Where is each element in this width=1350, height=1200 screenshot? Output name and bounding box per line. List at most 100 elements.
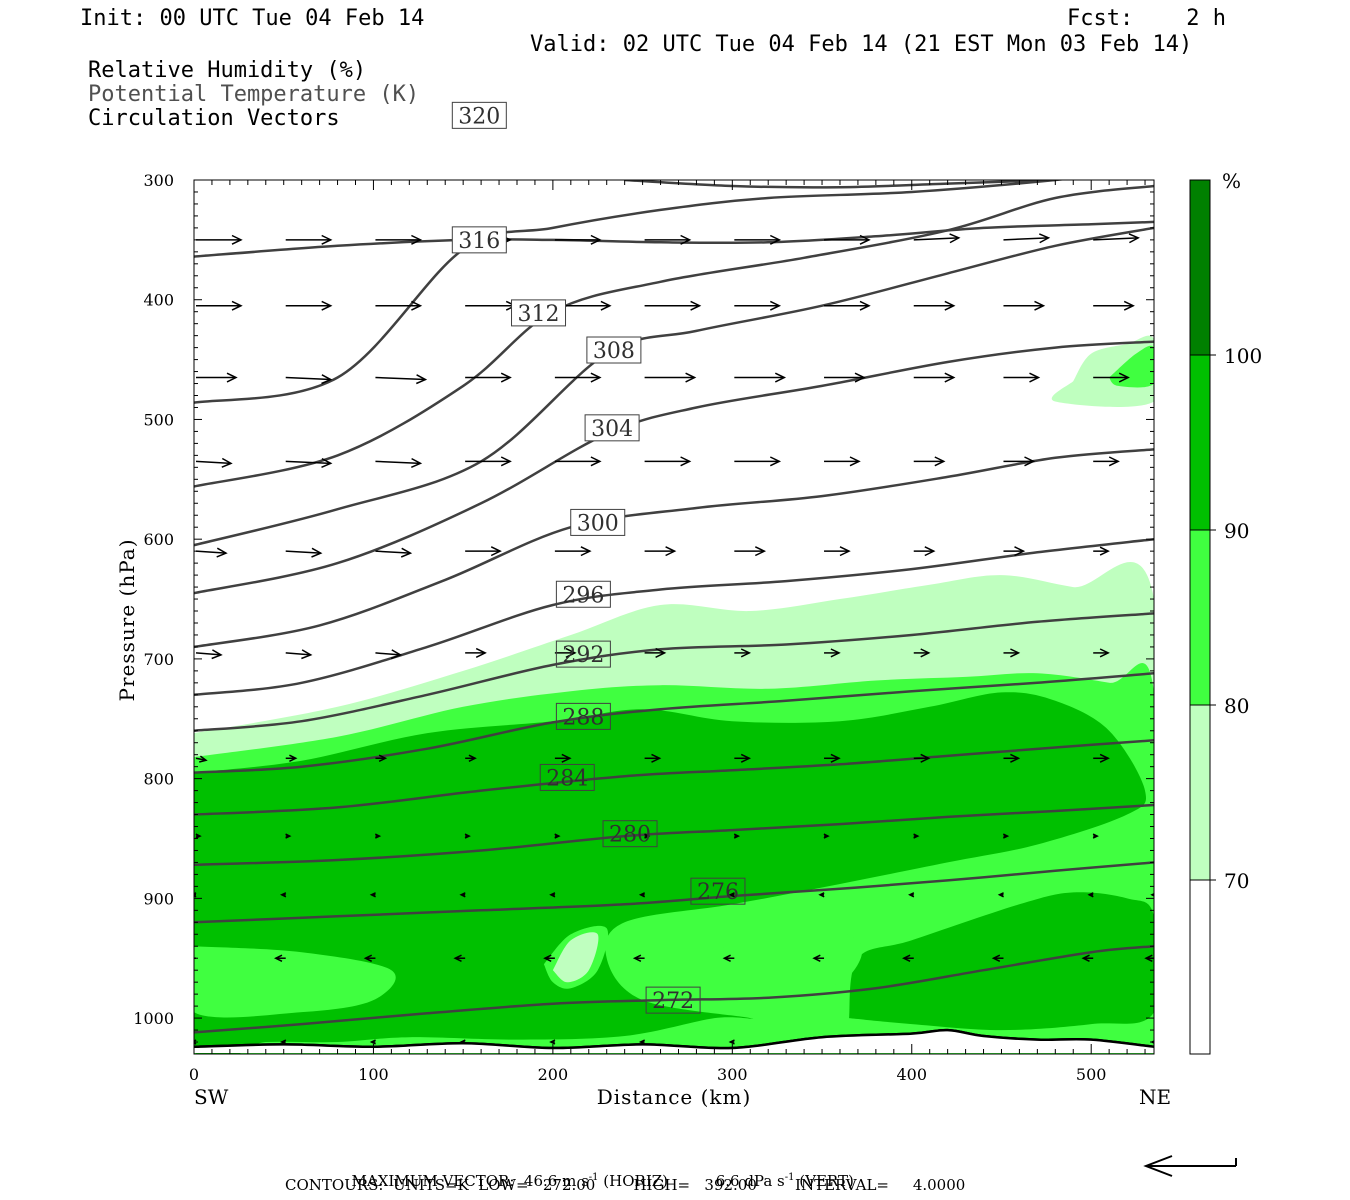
- vector-arrow: [1003, 300, 1046, 311]
- vector-arrow: [1087, 892, 1094, 898]
- contour-label-316: 316: [451, 226, 507, 254]
- vector-head: [908, 892, 915, 898]
- superscript-vert: -1: [784, 1172, 795, 1183]
- vector-head: [902, 954, 911, 962]
- vector-head: [913, 833, 920, 839]
- field-rh-label: Relative Humidity (%): [88, 58, 367, 83]
- vector-arrow: [644, 372, 697, 383]
- vector-arrow: [285, 754, 298, 762]
- vector-head: [580, 546, 592, 557]
- rh-patch-80-90-0: [194, 946, 396, 1018]
- vector-head: [500, 456, 512, 467]
- y-tick-label: 400: [143, 291, 174, 310]
- x-axis-label: Distance (km): [597, 1085, 752, 1109]
- vector-arrow: [734, 546, 767, 557]
- vector-arrow: [1156, 834, 1160, 838]
- field-vectors-label: Circulation Vectors: [88, 106, 340, 131]
- vector-arrow: [465, 300, 517, 311]
- vector-head: [728, 1039, 735, 1045]
- vector-arrow: [554, 833, 561, 839]
- vector-arrow: [465, 456, 512, 467]
- potential-temperature-contours: [194, 180, 1154, 1034]
- vector-head: [1156, 834, 1160, 838]
- vector-arrow: [369, 1039, 376, 1045]
- vector-head: [549, 892, 556, 898]
- vector-shaft: [1003, 237, 1049, 241]
- contour-label-text: 308: [593, 339, 635, 364]
- rh-region-90-100-3: [849, 892, 1154, 1031]
- vector-head: [459, 892, 466, 898]
- y-tick-label: 800: [143, 770, 174, 789]
- vector-arrow: [195, 547, 228, 558]
- vector-arrow: [812, 954, 825, 962]
- vector-head: [685, 372, 697, 383]
- vector-arrow: [913, 648, 931, 658]
- y-tick-label: 600: [143, 530, 174, 549]
- x-tick-label: 100: [358, 1065, 389, 1084]
- vector-arrow: [375, 754, 388, 762]
- vector-shaft: [375, 376, 426, 381]
- vector-arrow: [464, 833, 471, 839]
- vector-head: [754, 546, 767, 557]
- vector-head: [543, 954, 552, 962]
- vector-arrow: [644, 546, 677, 557]
- vector-head: [1099, 546, 1110, 556]
- vector-arrow: [465, 647, 487, 658]
- vector-head: [1144, 954, 1153, 962]
- vector-head: [565, 647, 577, 658]
- x-tick-label: 0: [189, 1065, 199, 1084]
- colorbar: 70 80 90 100: [1189, 179, 1262, 1055]
- vector-arrow: [285, 457, 333, 468]
- vector-head: [279, 892, 287, 898]
- vector-arrow: [554, 234, 602, 245]
- vector-head: [1014, 546, 1026, 557]
- colorbar-segment: [1190, 705, 1210, 880]
- vector-arrow: [1093, 233, 1140, 244]
- vector-head: [590, 372, 602, 383]
- vector-head: [1123, 300, 1135, 311]
- reference-vector-arrow-icon: [1143, 1155, 1237, 1177]
- vector-arrow: [644, 833, 651, 839]
- vector-arrow: [274, 954, 286, 962]
- vector-head: [186, 955, 192, 961]
- below-ground-mask: [194, 1030, 1154, 1053]
- vector-arrow: [824, 546, 851, 557]
- contour-label-box: [690, 877, 746, 905]
- vector-arrow: [1081, 954, 1094, 962]
- vector-arrow: [1156, 547, 1171, 555]
- vector-arrow: [543, 954, 555, 962]
- vector-arrow: [285, 833, 292, 839]
- contour-label-text: 284: [546, 766, 588, 791]
- vector-arrow: [913, 456, 946, 467]
- vector-shaft: [913, 237, 959, 241]
- vector-head: [1039, 233, 1051, 244]
- theta-contour-316: [194, 180, 1068, 404]
- theta-contour-300: [194, 448, 1154, 649]
- vector-arrow: [991, 954, 1004, 962]
- vector-shaft: [285, 652, 311, 656]
- vector-head: [416, 374, 428, 385]
- vector-arrow: [285, 234, 333, 245]
- contour-label-320: 320: [451, 101, 507, 129]
- vector-head: [920, 648, 931, 658]
- y-tick-label: 900: [143, 889, 174, 908]
- vector-arrow: [728, 892, 735, 898]
- vector-arrow: [913, 546, 936, 557]
- vector-head: [590, 456, 602, 467]
- vector-arrow: [196, 300, 243, 311]
- vector-arrow: [285, 300, 333, 311]
- contour-label-text: 296: [562, 583, 604, 608]
- vector-head: [949, 233, 961, 244]
- vector-arrow: [734, 372, 787, 383]
- contour-label-box: [586, 336, 642, 364]
- y-axis-ticks: 300 400 500 600 700 800 900 1000: [133, 171, 1154, 1043]
- vector-head: [464, 833, 471, 839]
- colorbar-segment: [1190, 355, 1210, 530]
- vector-arrow: [1092, 833, 1099, 839]
- vector-arrow: [913, 833, 920, 839]
- contour-label-box: [645, 986, 701, 1014]
- vector-head: [769, 456, 782, 467]
- vector-arrow: [722, 954, 735, 962]
- vector-head: [690, 300, 702, 311]
- contour-label-284: 284: [539, 763, 595, 791]
